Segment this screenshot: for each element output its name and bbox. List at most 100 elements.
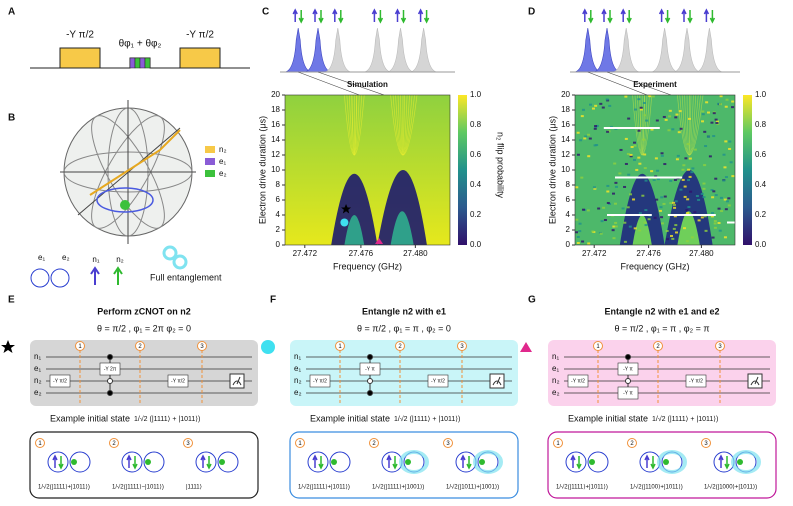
circle-marker — [340, 218, 349, 227]
spin-down — [206, 456, 212, 470]
noise-pixel — [609, 125, 613, 128]
noise-pixel — [663, 195, 667, 198]
icon-loop — [30, 268, 50, 288]
noise-pixel — [674, 116, 678, 119]
noise-pixel — [675, 158, 679, 161]
measure-icon — [232, 376, 242, 386]
step-circle — [553, 438, 563, 448]
noise-pixel — [614, 221, 618, 224]
n1-spin — [90, 266, 100, 285]
circuit-title: Entangle n2 with e1 and e2 — [604, 306, 719, 316]
noise-pixel — [722, 153, 726, 156]
spin-down — [338, 10, 344, 24]
state-loop — [329, 451, 351, 473]
noise-pixel — [581, 240, 585, 243]
noise-pixel — [621, 207, 625, 210]
noise-pixel — [669, 234, 673, 237]
spin-down — [466, 456, 472, 470]
noise-pixel — [718, 229, 722, 232]
step-circle — [457, 341, 467, 351]
noise-pixel — [587, 155, 591, 158]
noise-pixel — [576, 131, 580, 134]
noise-pixel — [637, 156, 641, 159]
e2-trajectory — [120, 200, 130, 210]
noise-pixel — [715, 121, 719, 124]
spin-up — [644, 454, 650, 468]
spin-down — [400, 10, 407, 24]
noise-pixel — [575, 231, 579, 234]
example-state: 1/√2 (|1111⟩ + |1011⟩) — [134, 415, 200, 423]
spin-up — [126, 454, 132, 468]
state-loop — [143, 451, 165, 473]
noise-pixel — [612, 192, 616, 195]
y-tick-label: 0 — [276, 240, 281, 249]
noise-pixel — [682, 227, 686, 230]
y-tick-label: 0 — [566, 240, 571, 249]
noise-pixel — [681, 168, 685, 171]
gate-label: -Y π/2 — [53, 378, 67, 384]
state-loop — [307, 451, 329, 473]
colorbar-tick-label: 0.4 — [755, 180, 767, 189]
state-loop — [565, 451, 587, 473]
noise-pixel — [581, 208, 585, 211]
noise-pixel — [683, 185, 687, 188]
noise-pixel — [652, 178, 656, 181]
circuit-params: θ = π/2 , φ₁ = π , φ₂ = 0 — [357, 323, 451, 333]
noise-pixel — [629, 155, 633, 158]
spin-down — [392, 456, 398, 470]
noise-pixel — [614, 225, 618, 228]
qubit-label: n₂ — [294, 376, 302, 385]
noise-pixel — [579, 139, 583, 142]
step-circle — [295, 438, 305, 448]
noise-pixel — [595, 144, 599, 147]
spin-up — [312, 454, 318, 468]
e-spin — [145, 459, 151, 465]
spin-up — [620, 8, 626, 22]
noise-pixel — [648, 95, 652, 98]
noise-pixel — [605, 98, 609, 101]
spin-down — [588, 10, 594, 24]
noise-pixel — [700, 216, 704, 219]
gate-label: -Y π — [365, 366, 375, 372]
noise-pixel — [673, 206, 677, 209]
noise-pixel — [614, 185, 618, 188]
icon-label: e₁ — [38, 253, 45, 262]
step-circle — [35, 438, 45, 448]
legend-label: e₁ — [219, 157, 226, 166]
entangle-glow — [731, 450, 761, 474]
noise-pixel — [724, 208, 728, 211]
noise-pixel — [728, 140, 732, 143]
spin-up — [582, 8, 588, 22]
noise-pixel — [687, 117, 691, 120]
noise-pixel — [633, 144, 637, 147]
noise-pixel — [674, 231, 678, 234]
noise-pixel — [655, 119, 659, 122]
noise-pixel — [715, 120, 719, 123]
noise-pixel — [669, 179, 673, 182]
panel-label: C — [262, 7, 269, 18]
noise-pixel — [578, 230, 582, 233]
heatmap-title: Experiment — [633, 80, 677, 89]
icon-label: n₁ — [92, 255, 99, 264]
spectrum-peak — [409, 27, 438, 73]
y-tick-label: 2 — [276, 225, 281, 234]
noise-pixel — [591, 230, 595, 233]
spin-up — [386, 454, 392, 468]
pulse-label: -Y π/2 — [66, 30, 94, 41]
noise-pixel — [703, 130, 707, 133]
qubit-label: n₁ — [34, 352, 41, 361]
colorbar-tick-label: 0.0 — [755, 240, 767, 249]
y-tick-label: 10 — [271, 165, 280, 174]
legend-swatch — [205, 170, 215, 177]
noise-pixel — [656, 169, 660, 172]
heatmap-title: Simulation — [347, 80, 388, 89]
noise-pixel — [728, 147, 732, 150]
noise-pixel — [629, 193, 633, 196]
noise-pixel — [687, 206, 691, 209]
triangle-marker — [375, 238, 384, 244]
spin-down — [318, 456, 324, 470]
noise-pixel — [613, 202, 617, 205]
step-circle — [197, 341, 207, 351]
circuit-title: Perform zCNOT on n2 — [97, 306, 191, 316]
circuit-box — [30, 340, 258, 406]
